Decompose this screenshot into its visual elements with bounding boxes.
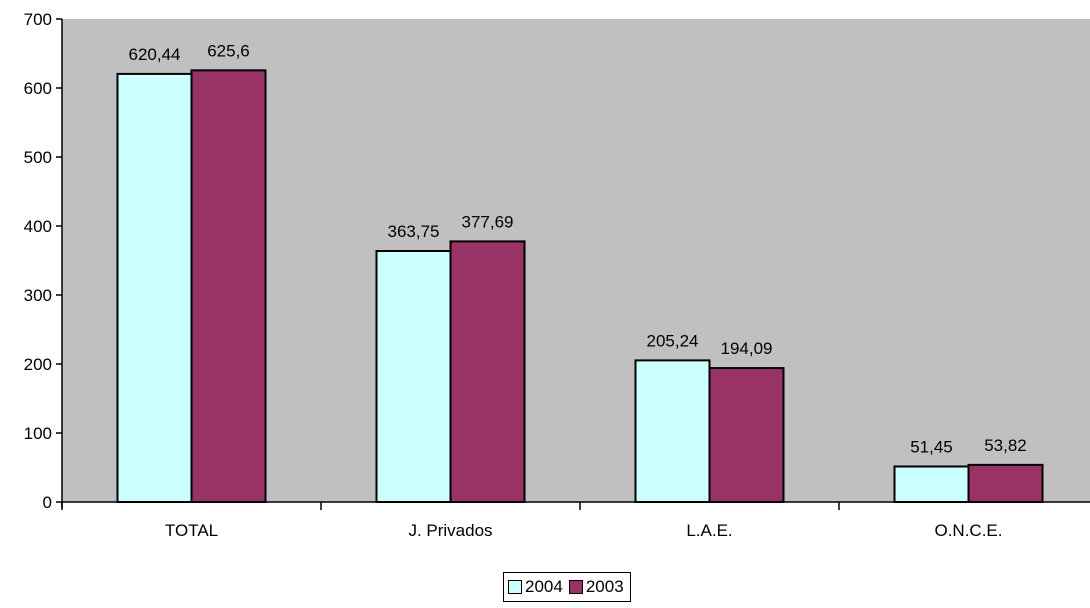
legend: 2004 2003 bbox=[503, 572, 631, 602]
bar-2003-1 bbox=[449, 240, 526, 504]
bar-2004-3 bbox=[893, 465, 970, 504]
bar-2004-2 bbox=[634, 359, 711, 503]
data-label-2004-1: 363,75 bbox=[388, 222, 440, 241]
x-tick-label-2: L.A.E. bbox=[686, 521, 732, 540]
x-tick-label-0: TOTAL bbox=[165, 521, 218, 540]
data-label-2003-3: 53,82 bbox=[984, 436, 1027, 455]
legend-item-2003: 2003 bbox=[568, 577, 624, 597]
y-tick-label-5: 500 bbox=[24, 148, 52, 167]
bars-layer bbox=[116, 69, 1044, 504]
y-tick-label-3: 300 bbox=[24, 286, 52, 305]
data-label-2003-2: 194,09 bbox=[721, 339, 773, 358]
x-tick-label-3: O.N.C.E. bbox=[934, 521, 1002, 540]
legend-label-2004: 2004 bbox=[525, 577, 563, 596]
y-tick-label-7: 700 bbox=[24, 10, 52, 29]
data-label-2003-0: 625,6 bbox=[207, 41, 250, 60]
data-label-2004-2: 205,24 bbox=[647, 331, 699, 350]
data-label-2004-3: 51,45 bbox=[910, 437, 953, 456]
bar-2003-0 bbox=[190, 69, 267, 503]
bar-2004-1 bbox=[375, 250, 452, 503]
legend-swatch-2004 bbox=[508, 580, 522, 594]
data-labels-layer: 620,44 625,6 363,75 377,69 205,24 194,09 51,45… bbox=[129, 41, 1027, 456]
y-tick-label-0: 0 bbox=[43, 493, 52, 512]
y-tick-label-2: 200 bbox=[24, 355, 52, 374]
x-tick-label-1: J. Privados bbox=[408, 521, 492, 540]
legend-label-2003: 2003 bbox=[585, 577, 624, 596]
axes-layer: TOTAL J. Privados L.A.E. O.N.C.E. 0 100 200 300… bbox=[24, 10, 1090, 540]
y-tick-label-4: 400 bbox=[24, 217, 52, 236]
bar-2003-2 bbox=[708, 367, 785, 504]
legend-item-2004: 2004 bbox=[508, 577, 563, 597]
data-label-2003-1: 377,69 bbox=[462, 212, 514, 231]
bar-2004-0 bbox=[116, 72, 193, 504]
y-tick-label-1: 100 bbox=[24, 424, 52, 443]
bar-2003-3 bbox=[967, 463, 1044, 503]
y-tick-label-6: 600 bbox=[24, 79, 52, 98]
data-label-2004-0: 620,44 bbox=[129, 45, 181, 64]
legend-swatch-2003 bbox=[568, 580, 583, 594]
